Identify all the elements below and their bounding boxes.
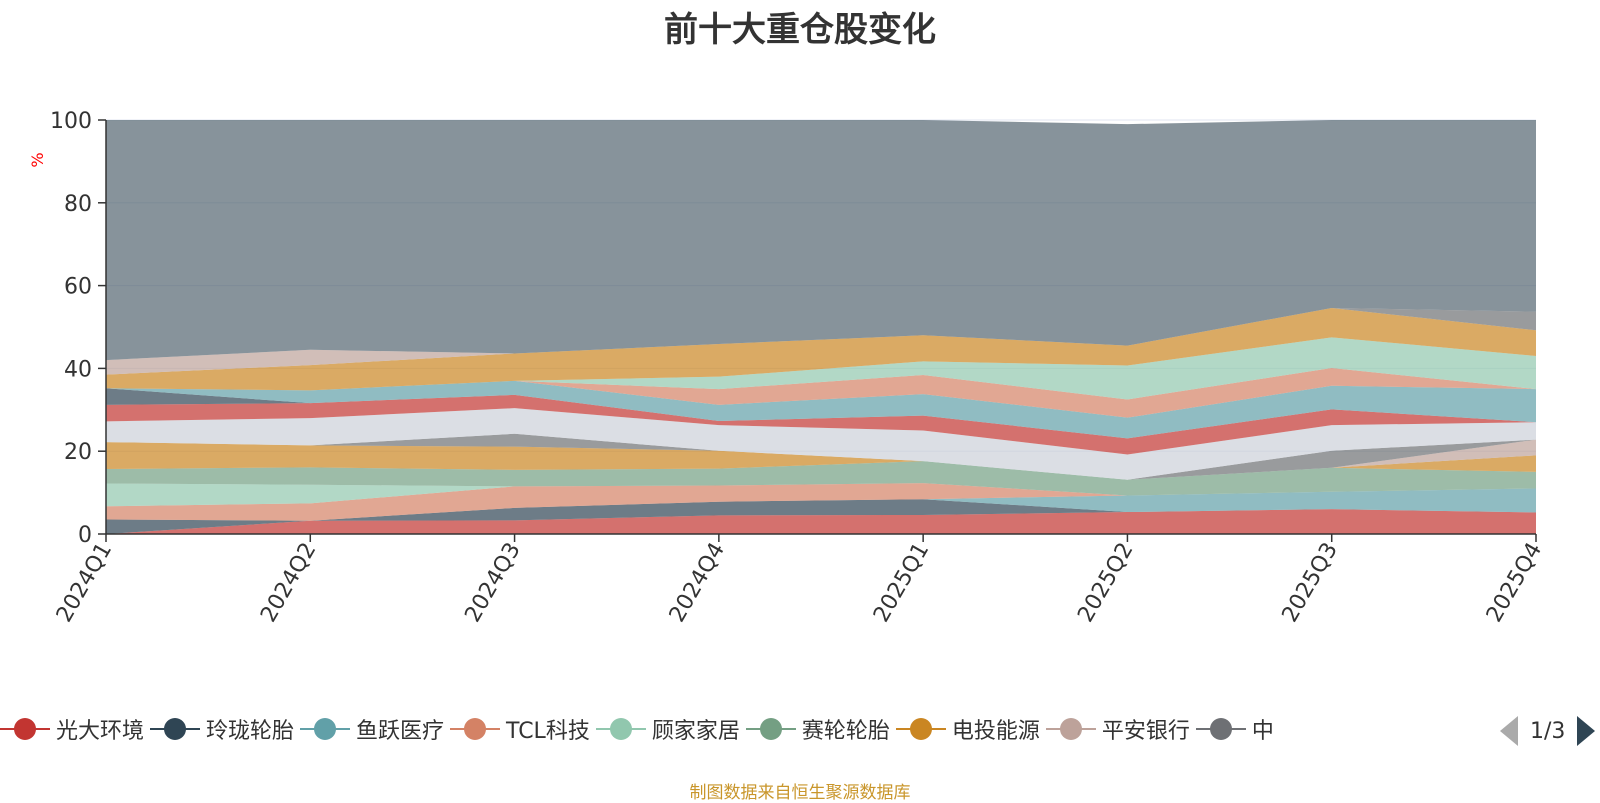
- chart-title: 前十大重仓股变化: [664, 10, 936, 50]
- area-series-17: [106, 307, 1536, 361]
- legend-marker-icon: [595, 717, 646, 741]
- legend-label: 玲珑轮胎: [206, 719, 295, 744]
- y-tick-label: 80: [64, 192, 92, 217]
- x-tick-label: 2024Q3: [460, 539, 525, 627]
- area-series-6: [106, 442, 1536, 480]
- legend-dot: [759, 718, 782, 740]
- legend-label: 赛轮轮胎: [801, 719, 890, 744]
- area-series-3: [106, 483, 1536, 521]
- legend-label: 中: [1251, 719, 1274, 744]
- legend-dot: [909, 718, 932, 740]
- y-tick-label: 100: [50, 109, 92, 134]
- area-series-4: [106, 483, 1536, 507]
- legend: 光大环境 玲珑轮胎 鱼跃医疗 TCL科技 顾家家居 赛轮轮胎 电投能源 平安银行 中: [0, 710, 1482, 748]
- legend-item[interactable]: 鱼跃医疗: [300, 710, 444, 748]
- legend-label: TCL科技: [506, 719, 590, 744]
- legend-marker-icon: [895, 717, 946, 741]
- x-tick-label: 2025Q2: [1073, 539, 1138, 627]
- y-tick-label: 0: [78, 523, 92, 548]
- legend-item[interactable]: 平安银行: [1045, 710, 1190, 748]
- legend-item[interactable]: 光大环境: [0, 710, 144, 748]
- legend-label: 光大环境: [56, 719, 145, 744]
- legend-marker-icon: [450, 717, 501, 741]
- area-series-10: [106, 394, 1536, 455]
- area-series-16: [106, 307, 1536, 375]
- legend-label: 电投能源: [951, 719, 1040, 744]
- x-tick-label: 2025Q4: [1482, 539, 1547, 627]
- legend-dot: [609, 718, 632, 740]
- legend-dot: [464, 718, 487, 740]
- legend-label: 鱼跃医疗: [356, 719, 445, 744]
- stacked-areas: [106, 120, 1536, 534]
- area-series-15: [106, 307, 1536, 391]
- x-tick-label: 2025Q1: [869, 539, 934, 627]
- legend-label: 平安银行: [1101, 719, 1190, 744]
- x-tick-label: 2024Q1: [52, 539, 117, 627]
- legend-page-indicator: 1/3: [1530, 718, 1566, 744]
- x-tick-label: 2025Q3: [1278, 539, 1343, 627]
- area-series-18: [106, 120, 1536, 361]
- legend-item[interactable]: 中: [1195, 710, 1274, 748]
- legend-marker-icon: [1045, 717, 1096, 741]
- legend-dot: [1059, 718, 1082, 740]
- source-note: 制图数据来自恒生聚源数据库: [689, 783, 911, 803]
- legend-marker-icon: [1195, 717, 1246, 741]
- legend-prev-icon[interactable]: [1500, 716, 1518, 746]
- y-tick-label: 60: [64, 275, 92, 300]
- x-tick-label: 2024Q2: [256, 539, 321, 627]
- legend-item[interactable]: 赛轮轮胎: [745, 710, 890, 748]
- area-series-12: [106, 380, 1536, 439]
- legend-marker-icon: [0, 717, 50, 741]
- legend-dot: [314, 718, 337, 740]
- legend-pager: 1/3: [1500, 716, 1596, 746]
- area-series-8: [106, 433, 1536, 480]
- legend-item[interactable]: 顾家家居: [595, 710, 740, 748]
- legend-label: 顾家家居: [651, 719, 740, 744]
- chart-area: 0 20 40 60 80 100 2024Q1 2024Q2 2024Q3 2024Q4 2025…: [28, 109, 1547, 627]
- area-series-9: [106, 408, 1536, 480]
- area-series-13: [106, 367, 1536, 418]
- area-series-14: [106, 337, 1536, 400]
- area-series-0: [106, 509, 1536, 534]
- area-series-5: [106, 461, 1536, 496]
- legend-marker-icon: [745, 717, 796, 741]
- legend-dot: [1209, 718, 1232, 740]
- y-tick-label: 40: [64, 357, 92, 382]
- legend-dot: [164, 718, 187, 740]
- legend-marker-icon: [150, 717, 201, 741]
- legend-marker-icon: [300, 717, 351, 741]
- area-series-1: [106, 499, 1536, 534]
- legend-item[interactable]: TCL科技: [450, 710, 590, 748]
- legend-dot: [14, 718, 36, 740]
- area-series-2: [106, 488, 1536, 521]
- legend-item[interactable]: 玲珑轮胎: [150, 710, 294, 748]
- y-axis-unit: %: [28, 152, 47, 167]
- legend-item[interactable]: 电投能源: [895, 710, 1040, 748]
- legend-next-icon[interactable]: [1577, 716, 1596, 746]
- y-tick-label: 20: [64, 440, 92, 465]
- x-tick-label: 2024Q4: [665, 539, 730, 627]
